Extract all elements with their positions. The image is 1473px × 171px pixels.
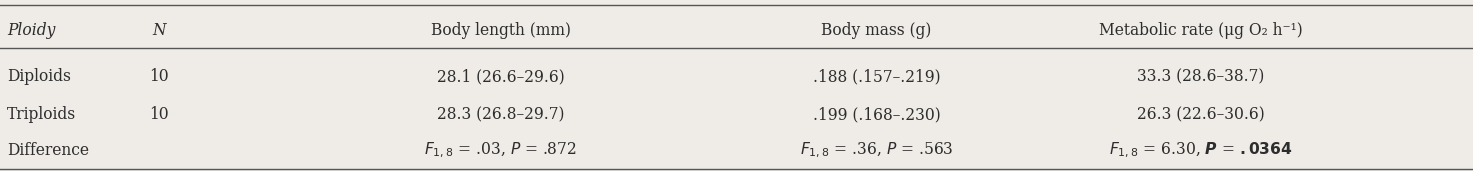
Text: N: N <box>152 22 166 39</box>
Text: Triploids: Triploids <box>7 106 77 123</box>
Text: Metabolic rate (μg O₂ h⁻¹): Metabolic rate (μg O₂ h⁻¹) <box>1099 22 1302 39</box>
Text: Body mass (g): Body mass (g) <box>822 22 931 39</box>
Text: $F_{1,8}$ = 6.30, $\boldsymbol{P}$ = $\mathbf{.0364}$: $F_{1,8}$ = 6.30, $\boldsymbol{P}$ = $\m… <box>1109 141 1292 160</box>
Text: Difference: Difference <box>7 142 90 159</box>
Text: $F_{1,8}$ = .36, $P$ = .563: $F_{1,8}$ = .36, $P$ = .563 <box>800 141 953 160</box>
Text: 26.3 (22.6–30.6): 26.3 (22.6–30.6) <box>1137 106 1264 123</box>
Text: 28.1 (26.6–29.6): 28.1 (26.6–29.6) <box>437 68 564 86</box>
Text: $F_{1,8}$ = .03, $P$ = .872: $F_{1,8}$ = .03, $P$ = .872 <box>424 141 577 160</box>
Text: 10: 10 <box>149 68 169 86</box>
Text: 33.3 (28.6–38.7): 33.3 (28.6–38.7) <box>1137 68 1264 86</box>
Text: Body length (mm): Body length (mm) <box>430 22 572 39</box>
Text: Diploids: Diploids <box>7 68 71 86</box>
Text: .199 (.168–.230): .199 (.168–.230) <box>813 106 940 123</box>
Text: Ploidy: Ploidy <box>7 22 56 39</box>
Text: .188 (.157–.219): .188 (.157–.219) <box>813 68 940 86</box>
Text: 10: 10 <box>149 106 169 123</box>
Text: 28.3 (26.8–29.7): 28.3 (26.8–29.7) <box>437 106 564 123</box>
